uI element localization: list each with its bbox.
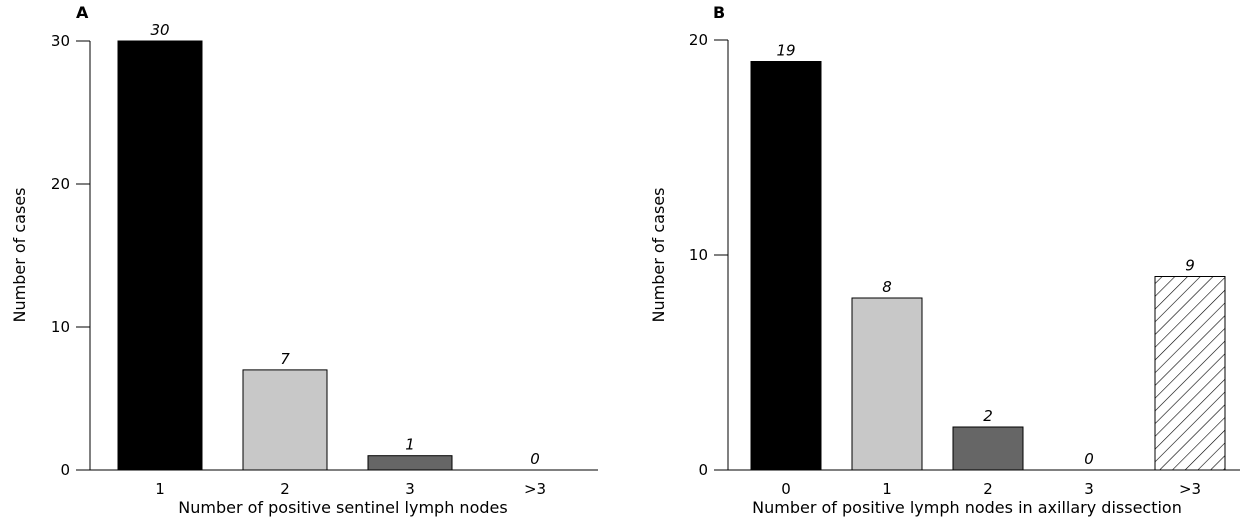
bar-b-4 <box>1154 276 1226 471</box>
x-axis-label-a: Number of positive sentinel lymph nodes <box>178 498 507 517</box>
data-label-a-2: 1 <box>405 436 415 454</box>
chart-panel-a: A Number of cases Number of positive sen… <box>10 3 598 517</box>
x-tick-label-b-3: 3 <box>1084 480 1094 498</box>
data-label-b-2: 2 <box>983 407 993 425</box>
data-label-a-1: 7 <box>280 350 290 368</box>
x-tick-label-a-3: >3 <box>524 480 546 498</box>
x-tick-label-b-1: 1 <box>882 480 892 498</box>
bar-b-1 <box>851 297 923 471</box>
x-tick-label-b-0: 0 <box>781 480 791 498</box>
bar-a-0 <box>117 40 203 471</box>
panel-letter-a: A <box>76 3 89 22</box>
x-tick-label-a-2: 3 <box>405 480 415 498</box>
chart-panel-b: B Number of cases Number of positive lym… <box>649 3 1240 517</box>
panel-letter-b: B <box>713 3 725 22</box>
y-tick-label-a: 10 <box>51 318 70 336</box>
x-tick-label-b-4: >3 <box>1179 480 1201 498</box>
bar-b-2 <box>952 426 1024 471</box>
y-axis-label-b: Number of cases <box>649 188 668 323</box>
x-tick-label-b-2: 2 <box>983 480 993 498</box>
y-tick-label-b: 20 <box>689 31 708 49</box>
bar-a-1 <box>242 369 328 471</box>
bar-a-2 <box>367 455 453 471</box>
bar-b-0 <box>750 61 822 471</box>
y-tick-label-a: 20 <box>51 175 70 193</box>
data-label-b-1: 8 <box>882 278 892 296</box>
x-axis-label-b: Number of positive lymph nodes in axilla… <box>752 498 1182 517</box>
data-label-a-3: 0 <box>530 450 540 468</box>
y-tick-label-b: 0 <box>698 461 708 479</box>
y-tick-label-a: 0 <box>60 461 70 479</box>
y-tick-label-b: 10 <box>689 246 708 264</box>
data-label-b-0: 19 <box>776 42 795 60</box>
data-label-b-4: 9 <box>1185 257 1195 275</box>
x-tick-label-a-1: 2 <box>280 480 290 498</box>
y-axis-label-a: Number of cases <box>10 188 29 323</box>
y-tick-label-a: 30 <box>51 32 70 50</box>
data-label-a-0: 30 <box>150 21 169 39</box>
x-tick-label-a-0: 1 <box>155 480 165 498</box>
data-label-b-3: 0 <box>1084 450 1094 468</box>
